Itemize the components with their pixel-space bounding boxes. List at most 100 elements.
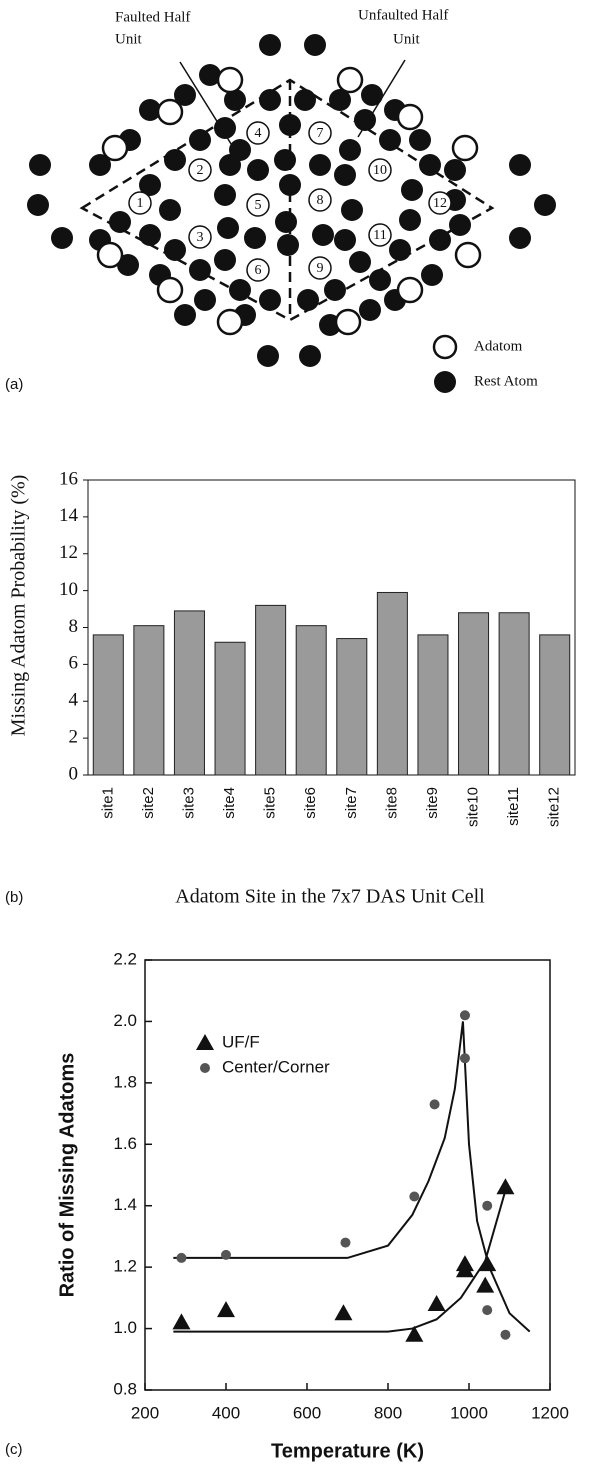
rest-atom [509, 227, 531, 249]
adatom [216, 66, 244, 94]
adatom [101, 134, 129, 162]
y-tick-label: 14 [59, 505, 79, 526]
x-tick-label: site4 [221, 787, 238, 819]
rest-atom [429, 229, 451, 251]
rest-atom [419, 154, 441, 176]
y-tick-label: 6 [69, 653, 79, 674]
rest-atom [117, 254, 139, 276]
rest-atom [389, 239, 411, 261]
rest-atom [449, 214, 471, 236]
legend-label: UF/F [222, 1032, 260, 1051]
rest-atom [329, 89, 351, 111]
x-tick-label: site8 [383, 787, 400, 819]
bar [173, 610, 205, 776]
rest-atom [409, 129, 431, 151]
rest-atom [334, 229, 356, 251]
adatom [334, 308, 362, 336]
y-tick-label: 0.8 [113, 1379, 137, 1398]
rest-atom [401, 179, 423, 201]
rest-atom [139, 224, 161, 246]
bar [336, 638, 368, 776]
triangle-point [427, 1295, 446, 1311]
annotation: Faulted Half [115, 9, 190, 25]
legend-adatom [432, 334, 458, 360]
rest-atom [339, 139, 361, 161]
triangle-point [405, 1325, 424, 1342]
triangle-point [196, 1034, 214, 1050]
site-label: 5 [255, 198, 262, 213]
adatom [308, 121, 332, 145]
plot-frame [144, 959, 551, 1391]
rest-atom [159, 199, 181, 221]
rest-atom [312, 224, 334, 246]
y-tick-label: 1.2 [113, 1257, 137, 1276]
annotation: Unit [393, 31, 421, 47]
rest-atom [164, 149, 186, 171]
y-tick-label: 16 [59, 468, 78, 489]
rest-atom [259, 34, 281, 56]
x-tick-label: 800 [374, 1403, 402, 1422]
rest-atom [341, 199, 363, 221]
annotation: Unfaulted Half [358, 7, 448, 23]
x-tick-label: site9 [424, 787, 441, 819]
triangle-point [172, 1313, 191, 1330]
rest-atom [109, 211, 131, 233]
adatom [128, 191, 152, 215]
rest-atom [534, 194, 556, 216]
rest-atom [214, 249, 236, 271]
adatom [454, 241, 482, 269]
rest-atom [247, 159, 269, 181]
site-label: 12 [433, 196, 447, 211]
adatom [156, 276, 184, 304]
rest-atom [214, 184, 236, 206]
x-axis-title: Adatom Site in the 7x7 DAS Unit Cell [175, 886, 485, 908]
bar [376, 591, 408, 776]
rest-atom [29, 154, 51, 176]
legend-label: Adatom [474, 338, 523, 354]
legend-label: Rest Atom [474, 373, 538, 389]
triangle-point [334, 1304, 353, 1321]
adatom [246, 121, 270, 145]
circle-point [429, 1099, 440, 1110]
x-tick-label: site10 [465, 787, 482, 827]
rest-atom [27, 194, 49, 216]
y-tick-label: 0 [69, 763, 79, 784]
rest-atom [299, 345, 321, 367]
rest-atom [244, 227, 266, 249]
triangle-point [455, 1261, 474, 1278]
bar [295, 625, 327, 776]
bar [417, 634, 449, 776]
rest-atom [199, 64, 221, 86]
adatom [396, 276, 424, 304]
rest-atom [324, 279, 346, 301]
y-tick-label: 8 [69, 616, 79, 637]
triangle-point [496, 1178, 515, 1195]
bar [214, 641, 246, 776]
site-label: 9 [317, 261, 324, 276]
adatom [188, 158, 212, 182]
adatom [396, 103, 424, 131]
bar [92, 634, 124, 776]
rest-atom [257, 345, 279, 367]
bar [255, 604, 287, 776]
y-tick-label: 1.6 [113, 1134, 137, 1153]
adatom [336, 66, 364, 94]
bar [498, 612, 530, 776]
rest-atom [229, 139, 251, 161]
triangle-point [217, 1301, 235, 1318]
rest-atom [189, 129, 211, 151]
rest-atom [421, 264, 443, 286]
adatom [96, 241, 124, 269]
adatom [428, 191, 452, 215]
circle-point [482, 1305, 493, 1316]
y-tick-label: 2.2 [113, 949, 137, 968]
y-tick-label: 1.0 [113, 1318, 137, 1337]
rest-atom [309, 154, 331, 176]
y-tick-label: 2 [69, 726, 79, 747]
site-label: 3 [197, 230, 204, 245]
site-label: 2 [197, 163, 204, 178]
y-axis-title: Missing Adatom Probability (%) [8, 475, 30, 737]
rest-atom [214, 117, 236, 139]
x-tick-label: 200 [131, 1403, 159, 1422]
